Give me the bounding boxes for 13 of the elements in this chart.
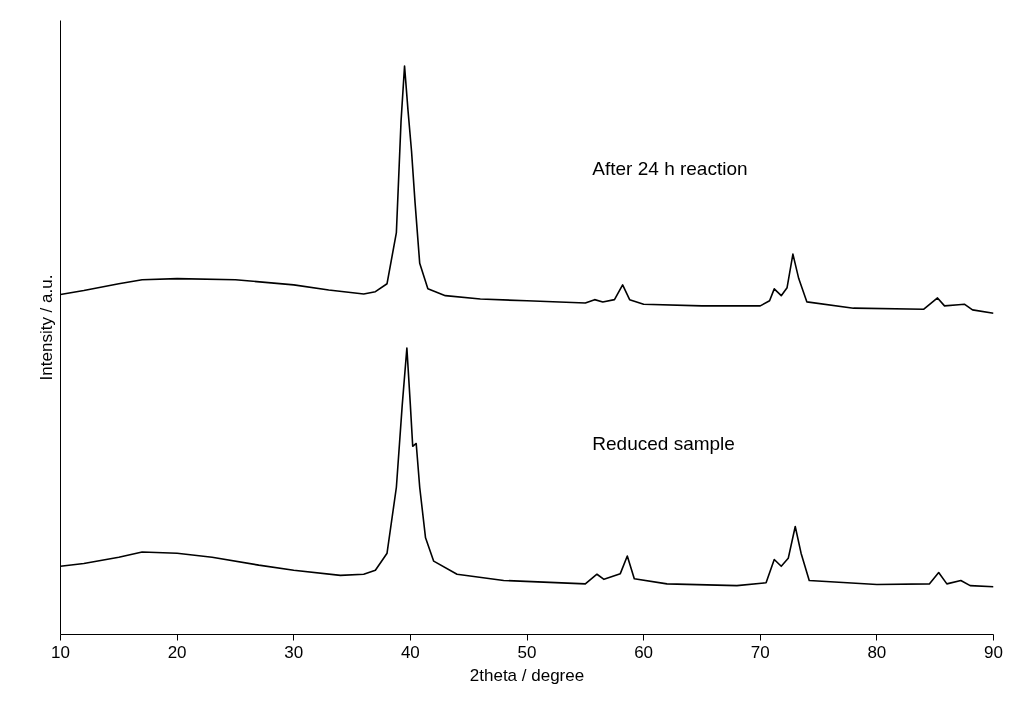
annotation: After 24 h reaction: [592, 158, 748, 180]
annotation: Reduced sample: [592, 432, 735, 454]
x-tick-label: 80: [867, 642, 887, 662]
y-axis-title: Intensity / a.u.: [36, 274, 56, 381]
x-axis-title: 2theta / degree: [469, 665, 585, 685]
x-tick-label: 10: [51, 642, 70, 662]
x-tick-label: 50: [517, 642, 537, 662]
x-tick-label: 60: [634, 642, 654, 662]
x-tick-label: 40: [400, 642, 420, 662]
x-tick-label: 70: [750, 642, 770, 662]
x-tick-label: 30: [284, 642, 304, 662]
x-tick-label: 20: [167, 642, 187, 662]
x-tick-label: 90: [984, 642, 1003, 662]
